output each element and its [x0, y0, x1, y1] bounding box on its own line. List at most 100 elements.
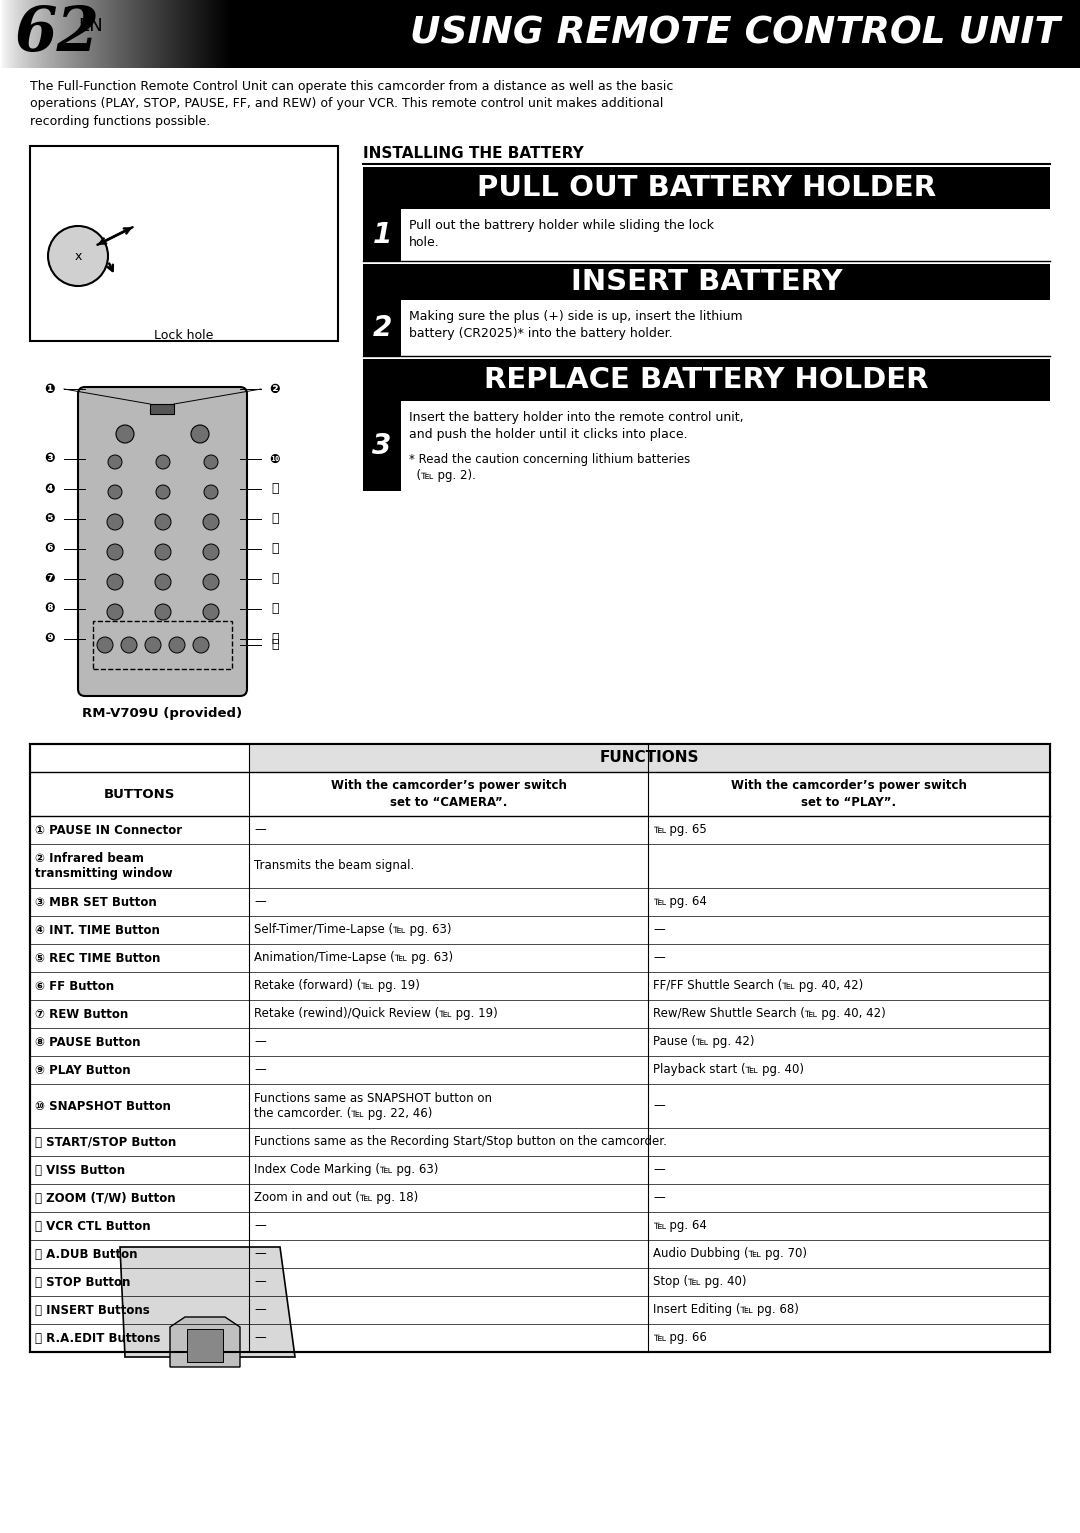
Circle shape [204, 455, 218, 469]
Text: 62: 62 [15, 5, 100, 64]
Text: —: — [254, 1219, 266, 1233]
Bar [363, 167, 1050, 208]
Polygon shape [170, 1317, 240, 1367]
Text: FUNCTIONS: FUNCTIONS [599, 751, 699, 765]
Text: Animation/Time-Lapse (℡ pg. 63): Animation/Time-Lapse (℡ pg. 63) [254, 952, 454, 964]
Text: PULL OUT BATTERY HOLDER: PULL OUT BATTERY HOLDER [477, 175, 936, 202]
Text: x: x [75, 250, 82, 262]
Circle shape [107, 514, 123, 530]
Circle shape [191, 425, 210, 443]
Text: ① PAUSE IN Connector: ① PAUSE IN Connector [35, 823, 183, 837]
Text: Insert the battery holder into the remote control unit,
and push the holder unti: Insert the battery holder into the remot… [409, 411, 744, 442]
Bar [30, 744, 1050, 1352]
Text: Insert Editing (℡ pg. 68): Insert Editing (℡ pg. 68) [653, 1303, 799, 1317]
Text: ❶: ❶ [44, 383, 55, 396]
Circle shape [97, 638, 113, 653]
Circle shape [107, 544, 123, 560]
Bar [30, 146, 338, 340]
Text: The Full-Function Remote Control Unit can operate this camcorder from a distance: The Full-Function Remote Control Unit ca… [30, 80, 673, 127]
Text: FF/FF Shuttle Search (℡ pg. 40, 42): FF/FF Shuttle Search (℡ pg. 40, 42) [653, 980, 863, 992]
Text: ⓰: ⓰ [271, 633, 279, 645]
Text: BUTTONS: BUTTONS [104, 788, 175, 800]
Text: ⓫: ⓫ [271, 483, 279, 495]
Text: Stop (℡ pg. 40): Stop (℡ pg. 40) [653, 1275, 746, 1289]
Text: ⑮ A.DUB Button: ⑮ A.DUB Button [35, 1248, 137, 1260]
Text: —: — [653, 1164, 665, 1176]
Text: ❸: ❸ [44, 452, 55, 466]
Text: ④ INT. TIME Button: ④ INT. TIME Button [35, 923, 160, 937]
Text: —: — [254, 1035, 266, 1049]
Text: Zoom in and out (℡ pg. 18): Zoom in and out (℡ pg. 18) [254, 1191, 418, 1205]
Text: —: — [254, 895, 266, 909]
Text: 1: 1 [373, 221, 392, 248]
Text: INSERT BATTERY: INSERT BATTERY [570, 268, 842, 296]
Bar [363, 359, 1050, 402]
Circle shape [107, 604, 123, 619]
Text: INSTALLING THE BATTERY: INSTALLING THE BATTERY [363, 146, 584, 161]
Text: ℡ pg. 66: ℡ pg. 66 [653, 1332, 707, 1344]
Circle shape [156, 544, 171, 560]
Circle shape [121, 638, 137, 653]
Text: ⑫ VISS Button: ⑫ VISS Button [35, 1164, 125, 1176]
Text: —: — [254, 1303, 266, 1317]
Text: ⑥ FF Button: ⑥ FF Button [35, 980, 114, 992]
Text: USING REMOTE CONTROL UNIT: USING REMOTE CONTROL UNIT [410, 15, 1059, 52]
Text: Pause (℡ pg. 42): Pause (℡ pg. 42) [653, 1035, 755, 1049]
Polygon shape [187, 1329, 222, 1361]
Text: —: — [653, 1099, 665, 1113]
FancyBboxPatch shape [78, 386, 247, 696]
Circle shape [193, 638, 210, 653]
Text: ⓯: ⓯ [271, 602, 279, 616]
Text: —: — [254, 1248, 266, 1260]
Text: Pull out the battrery holder while sliding the lock
hole.: Pull out the battrery holder while slidi… [409, 219, 714, 248]
Text: REPLACE BATTERY HOLDER: REPLACE BATTERY HOLDER [484, 366, 929, 394]
Text: ❽: ❽ [44, 602, 55, 616]
Text: —: — [254, 1332, 266, 1344]
Text: * Read the caution concerning lithium batteries
  (℡ pg. 2).: * Read the caution concerning lithium ba… [409, 452, 690, 483]
Text: ⑧ PAUSE Button: ⑧ PAUSE Button [35, 1035, 140, 1049]
Text: —: — [653, 952, 665, 964]
Text: Functions same as SNAPSHOT button on
the camcorder. (℡ pg. 22, 46): Functions same as SNAPSHOT button on the… [254, 1091, 492, 1121]
Text: ⑰ INSERT Buttons: ⑰ INSERT Buttons [35, 1303, 150, 1317]
Text: ⑱ R.A.EDIT Buttons: ⑱ R.A.EDIT Buttons [35, 1332, 160, 1344]
Text: 3: 3 [373, 432, 392, 460]
Text: Audio Dubbing (℡ pg. 70): Audio Dubbing (℡ pg. 70) [653, 1248, 807, 1260]
Text: ⑬ ZOOM (T/W) Button: ⑬ ZOOM (T/W) Button [35, 1191, 176, 1205]
Circle shape [107, 573, 123, 590]
Text: —: — [254, 1064, 266, 1076]
Text: ℡ pg. 65: ℡ pg. 65 [653, 823, 706, 837]
Circle shape [116, 425, 134, 443]
Text: Playback start (℡ pg. 40): Playback start (℡ pg. 40) [653, 1064, 804, 1076]
Text: ❾: ❾ [44, 633, 55, 645]
Circle shape [156, 604, 171, 619]
Text: Transmits the beam signal.: Transmits the beam signal. [254, 860, 415, 872]
Text: Rew/Rew Shuttle Search (℡ pg. 40, 42): Rew/Rew Shuttle Search (℡ pg. 40, 42) [653, 1007, 886, 1021]
Text: ❼: ❼ [44, 572, 55, 586]
Circle shape [48, 225, 108, 287]
Text: Self-Timer/Time-Lapse (℡ pg. 63): Self-Timer/Time-Lapse (℡ pg. 63) [254, 923, 451, 937]
Text: —: — [653, 1191, 665, 1205]
Text: ❺: ❺ [44, 512, 55, 526]
Bar [363, 264, 1050, 300]
Text: Functions same as the Recording Start/Stop button on the camcorder.: Functions same as the Recording Start/St… [254, 1136, 666, 1148]
Text: ⑤ REC TIME Button: ⑤ REC TIME Button [35, 952, 160, 964]
Text: ⑪ START/STOP Button: ⑪ START/STOP Button [35, 1136, 176, 1148]
Bar [363, 300, 401, 356]
Circle shape [168, 638, 185, 653]
Text: Index Code Marking (℡ pg. 63): Index Code Marking (℡ pg. 63) [254, 1164, 438, 1176]
Text: Retake (forward) (℡ pg. 19): Retake (forward) (℡ pg. 19) [254, 980, 420, 992]
Circle shape [203, 573, 219, 590]
Text: ⑯ STOP Button: ⑯ STOP Button [35, 1275, 131, 1289]
Text: 2: 2 [373, 314, 392, 342]
Text: ⓬: ⓬ [271, 512, 279, 526]
Text: Making sure the plus (+) side is up, insert the lithium
battery (CR2025)* into t: Making sure the plus (+) side is up, ins… [409, 310, 743, 340]
Circle shape [156, 455, 170, 469]
Circle shape [156, 514, 171, 530]
Circle shape [156, 484, 170, 500]
Bar [150, 405, 174, 414]
Circle shape [156, 573, 171, 590]
Text: Retake (rewind)/Quick Review (℡ pg. 19): Retake (rewind)/Quick Review (℡ pg. 19) [254, 1007, 498, 1021]
Text: ℡ pg. 64: ℡ pg. 64 [653, 1219, 707, 1233]
Text: —: — [254, 1275, 266, 1289]
Circle shape [108, 484, 122, 500]
